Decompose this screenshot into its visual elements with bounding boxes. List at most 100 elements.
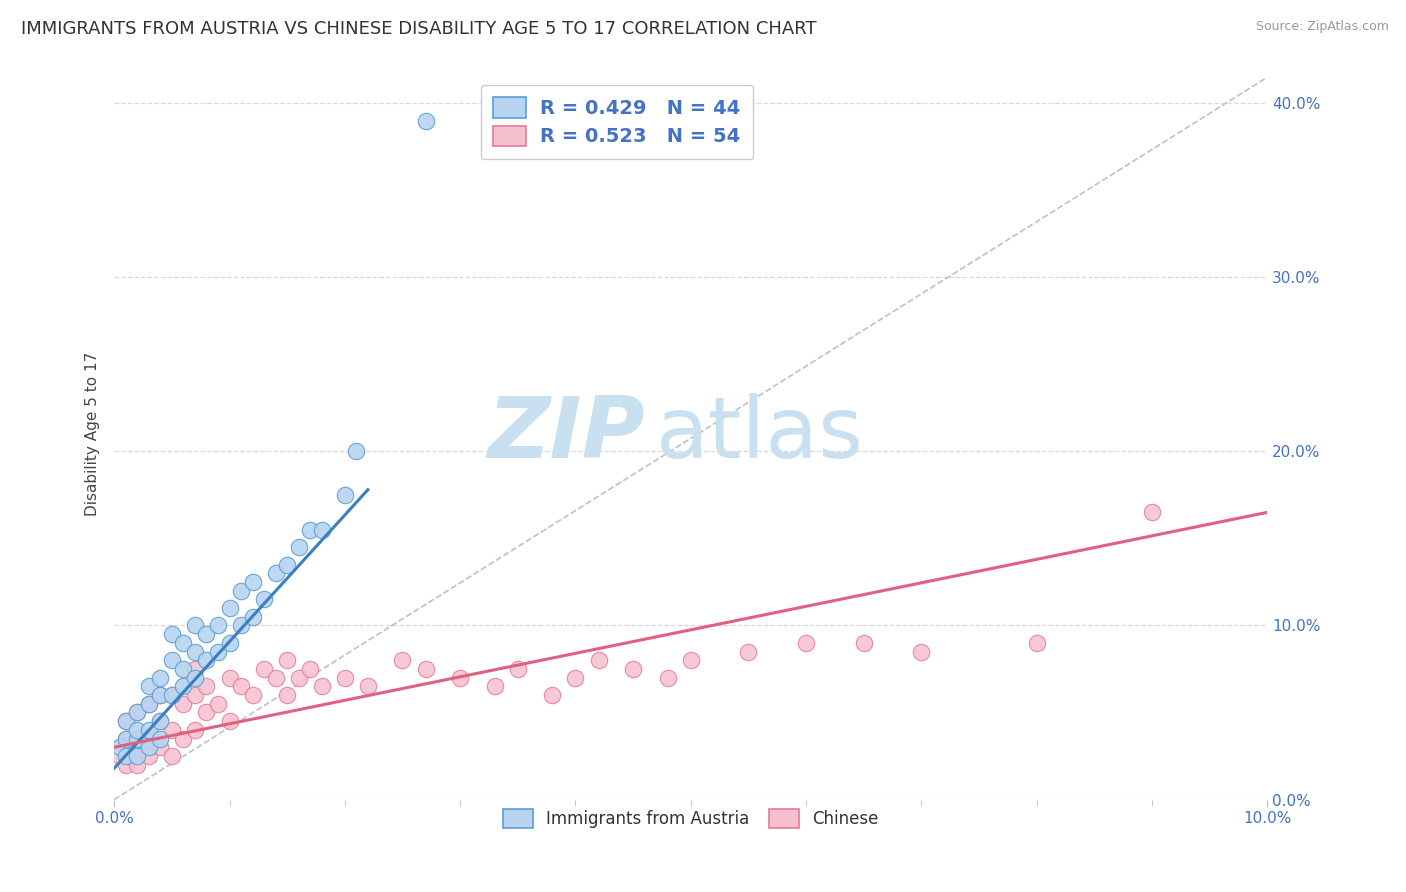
Point [229, 583, 252, 598]
Point [149, 688, 172, 702]
Point [160, 627, 183, 641]
Point [195, 653, 218, 667]
Point [149, 671, 172, 685]
Point [276, 688, 298, 702]
Point [149, 714, 172, 729]
Point [127, 723, 149, 737]
Point [506, 662, 529, 676]
Point [172, 679, 194, 693]
Point [149, 731, 172, 746]
Point [127, 731, 149, 746]
Point [564, 671, 586, 685]
Point [299, 523, 322, 537]
Point [114, 757, 136, 772]
Point [852, 636, 875, 650]
Point [138, 731, 160, 746]
Legend: Immigrants from Austria, Chinese: Immigrants from Austria, Chinese [496, 803, 886, 835]
Point [253, 592, 276, 607]
Point [276, 653, 298, 667]
Point [160, 688, 183, 702]
Point [242, 609, 264, 624]
Point [160, 653, 183, 667]
Point [287, 671, 309, 685]
Point [264, 671, 287, 685]
Point [541, 688, 564, 702]
Point [218, 636, 240, 650]
Point [449, 671, 471, 685]
Point [311, 679, 333, 693]
Point [172, 636, 194, 650]
Point [242, 574, 264, 589]
Point [172, 697, 194, 711]
Point [264, 566, 287, 581]
Point [160, 723, 183, 737]
Point [311, 523, 333, 537]
Point [184, 688, 207, 702]
Point [184, 662, 207, 676]
Text: atlas: atlas [657, 392, 865, 475]
Point [149, 688, 172, 702]
Point [114, 731, 136, 746]
Point [195, 679, 218, 693]
Point [287, 540, 309, 554]
Point [184, 671, 207, 685]
Point [218, 671, 240, 685]
Point [172, 662, 194, 676]
Point [114, 731, 136, 746]
Point [184, 723, 207, 737]
Point [127, 757, 149, 772]
Point [737, 644, 759, 658]
Point [276, 558, 298, 572]
Point [218, 601, 240, 615]
Point [127, 749, 149, 764]
Point [138, 740, 160, 755]
Point [253, 662, 276, 676]
Point [357, 679, 380, 693]
Point [138, 749, 160, 764]
Point [160, 688, 183, 702]
Point [114, 749, 136, 764]
Point [108, 749, 131, 764]
Point [794, 636, 817, 650]
Point [184, 618, 207, 632]
Point [138, 723, 160, 737]
Point [172, 731, 194, 746]
Point [138, 697, 160, 711]
Point [207, 618, 229, 632]
Point [218, 714, 240, 729]
Point [138, 679, 160, 693]
Point [910, 644, 932, 658]
Point [195, 627, 218, 641]
Point [229, 618, 252, 632]
Point [391, 653, 413, 667]
Point [138, 697, 160, 711]
Point [127, 706, 149, 720]
Point [195, 706, 218, 720]
Point [679, 653, 702, 667]
Point [114, 714, 136, 729]
Point [1140, 505, 1163, 519]
Point [344, 444, 367, 458]
Point [207, 697, 229, 711]
Text: Source: ZipAtlas.com: Source: ZipAtlas.com [1256, 20, 1389, 33]
Text: ZIP: ZIP [486, 392, 644, 475]
Point [588, 653, 610, 667]
Point [621, 662, 644, 676]
Point [299, 662, 322, 676]
Point [242, 688, 264, 702]
Point [127, 706, 149, 720]
Y-axis label: Disability Age 5 to 17: Disability Age 5 to 17 [86, 352, 100, 516]
Point [415, 113, 437, 128]
Point [149, 740, 172, 755]
Point [1025, 636, 1047, 650]
Point [184, 644, 207, 658]
Text: IMMIGRANTS FROM AUSTRIA VS CHINESE DISABILITY AGE 5 TO 17 CORRELATION CHART: IMMIGRANTS FROM AUSTRIA VS CHINESE DISAB… [21, 20, 817, 37]
Point [160, 749, 183, 764]
Point [333, 488, 356, 502]
Point [484, 679, 506, 693]
Point [108, 740, 131, 755]
Point [127, 740, 149, 755]
Point [149, 714, 172, 729]
Point [207, 644, 229, 658]
Point [333, 671, 356, 685]
